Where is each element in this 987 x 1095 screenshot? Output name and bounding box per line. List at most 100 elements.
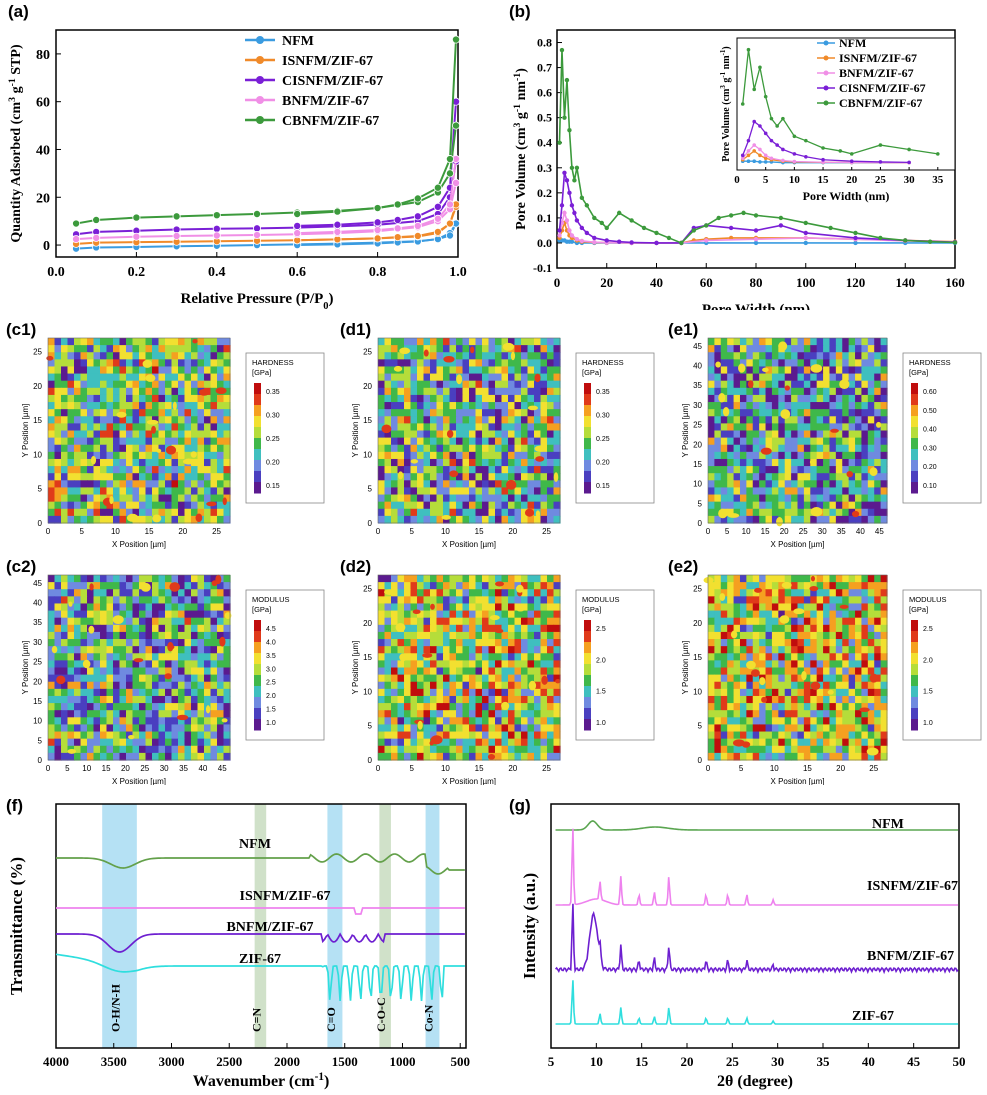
map-cell (746, 466, 753, 474)
map-cell (489, 423, 496, 431)
map-cell (508, 611, 515, 619)
map-cell (385, 660, 392, 668)
map-cell (714, 575, 721, 583)
map-y-tick-label: 15 (33, 416, 42, 425)
map-cell (547, 516, 554, 524)
map-cell (469, 487, 476, 495)
legend-marker (824, 56, 829, 61)
colorbar-tick-label: 2.5 (596, 626, 606, 633)
map-cell (541, 646, 548, 654)
map-cell (146, 596, 153, 604)
map-cell (159, 710, 166, 718)
map-cell (772, 480, 779, 488)
map-cell (411, 438, 418, 446)
map-cell (766, 668, 773, 676)
map-cell (398, 409, 405, 417)
map-cell (721, 452, 728, 460)
map-cell (107, 459, 114, 467)
map-cell (534, 416, 541, 424)
map-cell (502, 366, 509, 374)
map-cell (165, 345, 172, 353)
map-cell (798, 703, 805, 711)
map-cell (714, 639, 721, 647)
data-point (565, 218, 569, 222)
map-cell (120, 717, 127, 725)
map-cell (554, 431, 561, 439)
map-cell (398, 696, 405, 704)
map-cell (94, 480, 101, 488)
map-cell (489, 359, 496, 367)
map-cell (211, 703, 218, 711)
map-cell (476, 582, 483, 590)
map-cell (165, 438, 172, 446)
map-cell (515, 516, 522, 524)
map-cell (727, 366, 734, 374)
map-cell (515, 445, 522, 453)
map-cell (810, 696, 817, 704)
map-cell (107, 452, 114, 460)
map-cell (868, 445, 875, 453)
map-cell (721, 689, 728, 697)
map-cell (778, 466, 785, 474)
map-cell (727, 596, 734, 604)
map-cell (791, 710, 798, 718)
map-cell (100, 675, 107, 683)
map-cell (55, 409, 62, 417)
map-cell (714, 668, 721, 676)
map-cell (817, 696, 824, 704)
map-spot (525, 509, 534, 517)
map-cell (785, 423, 792, 431)
map-cell (482, 495, 489, 503)
map-cell (482, 732, 489, 740)
map-cell (94, 402, 101, 410)
map-cell (708, 388, 715, 396)
map-cell (861, 374, 868, 382)
map-cell (868, 480, 875, 488)
map-cell (753, 480, 760, 488)
map-cell (855, 689, 862, 697)
map-cell (714, 416, 721, 424)
map-cell (861, 632, 868, 640)
map-cell (810, 438, 817, 446)
map-cell (68, 682, 75, 690)
map-cell (778, 366, 785, 374)
map-cell (404, 395, 411, 403)
map-cell (385, 438, 392, 446)
map-cell (113, 689, 120, 697)
map-cell (469, 611, 476, 619)
map-cell (204, 459, 211, 467)
map-cell (204, 682, 211, 690)
map-cell (133, 724, 140, 732)
map-cell (107, 509, 114, 517)
map-cell (528, 646, 535, 654)
map-cell (791, 445, 798, 453)
map-cell (753, 452, 760, 460)
map-cell (146, 395, 153, 403)
map-cell (159, 381, 166, 389)
map-cell (708, 717, 715, 725)
map-cell (810, 611, 817, 619)
map-cell (456, 345, 463, 353)
map-y-tick-label: 35 (693, 381, 702, 390)
map-cell (437, 625, 444, 633)
map-cell (87, 487, 94, 495)
map-cell (424, 639, 431, 647)
map-cell (404, 603, 411, 611)
map-cell (191, 395, 198, 403)
map-cell (107, 625, 114, 633)
map-cell (159, 409, 166, 417)
colorbar-swatch (254, 642, 261, 654)
map-cell (521, 625, 528, 633)
map-cell (224, 338, 231, 346)
map-cell (191, 495, 198, 503)
colorbar-swatch (254, 449, 261, 461)
map-cell (495, 689, 502, 697)
map-cell (61, 625, 68, 633)
map-spot (167, 642, 173, 652)
map-cell (868, 625, 875, 633)
map-cell (855, 717, 862, 725)
map-cell (482, 675, 489, 683)
map-cell (443, 502, 450, 510)
map-y-tick-label: 0 (38, 756, 43, 765)
map-cell (849, 438, 856, 446)
